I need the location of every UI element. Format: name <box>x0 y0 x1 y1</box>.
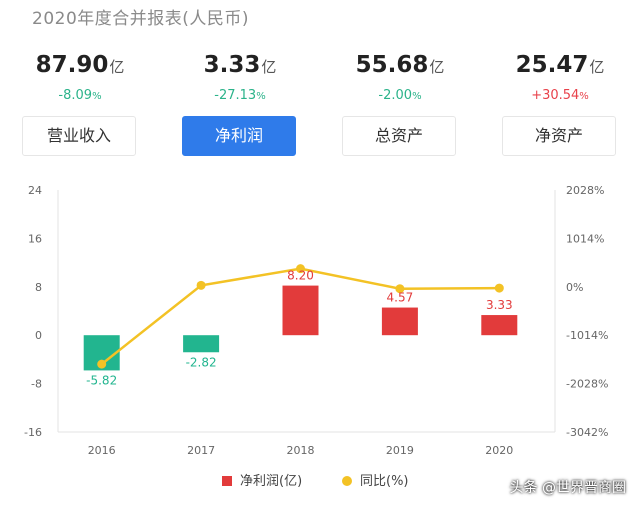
metric-change-unit: % <box>92 91 102 102</box>
x-tick-label: 2019 <box>386 444 414 457</box>
watermark: 头条 @世界晋商圈 <box>509 480 626 496</box>
metric-value: 25.47 <box>515 52 589 78</box>
metrics-panel: 87.90亿 -8.09% 3.33亿 -27.13% 55.68亿 -2.00… <box>0 50 640 170</box>
x-tick-label: 2016 <box>88 444 116 457</box>
metric-total-assets: 55.68亿 -2.00% <box>320 50 480 107</box>
legend-line-label: 同比(%) <box>360 474 409 489</box>
yoy-point <box>296 264 305 274</box>
tab-revenue[interactable]: 营业收入 <box>22 116 136 156</box>
metric-change: +30.54 <box>531 88 580 103</box>
left-tick-label: 8 <box>35 281 42 294</box>
net-profit-chart: 24 16 8 0 -8 -16 2028% 1014% 0% -1014% -2028% -3042… <box>24 184 608 489</box>
left-tick-label: 24 <box>28 184 42 197</box>
bar-value-label: -2.82 <box>186 355 217 369</box>
metric-value: 3.33 <box>203 52 261 78</box>
bar <box>282 285 319 336</box>
metric-unit: 亿 <box>261 58 277 76</box>
right-tick-label: -2028% <box>566 378 608 391</box>
metric-net-assets: 25.47亿 +30.54% <box>480 50 640 107</box>
yoy-point <box>97 359 107 369</box>
left-tick-label: -16 <box>24 426 42 439</box>
metric-unit: 亿 <box>429 58 445 76</box>
metric-value: 55.68 <box>355 52 429 78</box>
yoy-point <box>395 284 405 294</box>
metric-change-unit: % <box>412 91 422 102</box>
bar <box>481 315 518 336</box>
bar <box>381 307 418 336</box>
metric-net-profit: 3.33亿 -27.13% <box>160 50 320 107</box>
bar-value-label: 4.57 <box>387 291 414 305</box>
metric-unit: 亿 <box>589 58 605 76</box>
legend-line-swatch <box>342 476 352 486</box>
metric-change-unit: % <box>256 91 266 102</box>
bar-value-label: 3.33 <box>486 298 513 312</box>
left-tick-label: 16 <box>28 232 42 245</box>
x-tick-label: 2018 <box>287 444 315 457</box>
metric-value: 87.90 <box>35 52 109 78</box>
legend-bar-label: 净利润(亿) <box>240 474 302 489</box>
metric-revenue: 87.90亿 -8.09% <box>0 50 160 107</box>
left-tick-label: -8 <box>31 378 42 391</box>
right-tick-label: 1014% <box>566 232 604 245</box>
x-tick-label: 2020 <box>485 444 513 457</box>
yoy-point <box>196 280 206 290</box>
bar-value-label: -5.82 <box>86 373 117 387</box>
right-tick-label: -3042% <box>566 426 608 439</box>
right-tick-label: -1014% <box>566 329 608 342</box>
tab-total-assets[interactable]: 总资产 <box>342 116 456 156</box>
metric-change: -2.00 <box>378 88 413 103</box>
right-tick-label: 0% <box>566 281 583 294</box>
metric-change-unit: % <box>579 91 589 102</box>
left-tick-label: 0 <box>35 329 42 342</box>
tab-net-assets[interactable]: 净资产 <box>502 116 616 156</box>
x-tick-label: 2017 <box>187 444 215 457</box>
yoy-point <box>494 283 504 293</box>
bar <box>183 335 220 353</box>
metric-change: -8.09 <box>58 88 93 103</box>
metric-unit: 亿 <box>109 58 125 76</box>
legend-bar-swatch <box>222 476 232 486</box>
metric-change: -27.13 <box>214 88 257 103</box>
tab-net-profit[interactable]: 净利润 <box>182 116 296 156</box>
right-tick-label: 2028% <box>566 184 604 197</box>
bar-value-label: 8.20 <box>287 269 314 283</box>
report-title: 2020年度合并报表(人民币) <box>32 9 250 29</box>
